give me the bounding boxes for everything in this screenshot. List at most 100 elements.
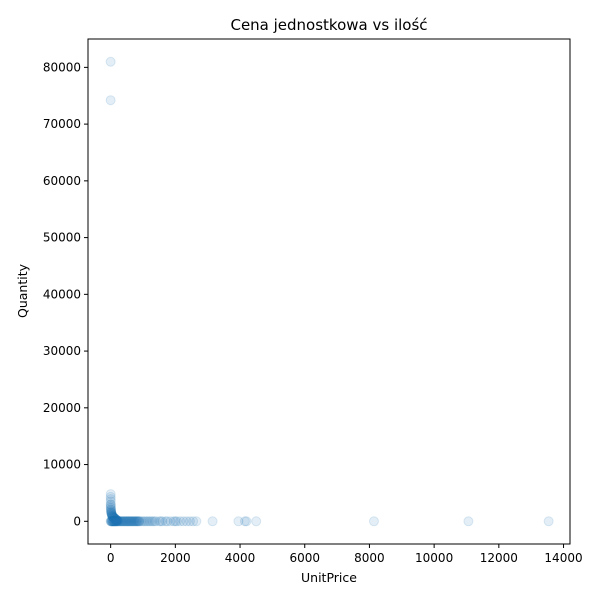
data-point [106, 516, 117, 527]
data-point [125, 516, 136, 527]
data-point [107, 511, 118, 522]
data-point [146, 516, 157, 527]
x-tick-label: 2000 [160, 551, 191, 565]
data-point [139, 516, 150, 527]
data-point [119, 516, 130, 527]
data-point [137, 516, 148, 527]
data-point [149, 516, 160, 527]
data-point [107, 510, 118, 521]
y-tick-label: 80000 [43, 60, 81, 74]
data-point [105, 502, 116, 513]
data-point [110, 516, 121, 527]
data-point [134, 516, 145, 527]
x-axis-ticks: 0 2000 4000 6000 8000 10000 12000 14000 [107, 544, 583, 565]
data-point [130, 516, 141, 527]
data-point [107, 511, 118, 522]
data-point [132, 516, 143, 527]
data-point [463, 516, 474, 527]
x-tick-label: 8000 [354, 551, 385, 565]
data-point [106, 506, 117, 517]
data-point [116, 516, 126, 527]
data-point [184, 516, 195, 527]
data-point [110, 513, 121, 524]
data-point [107, 516, 118, 527]
y-tick-label: 60000 [43, 174, 81, 188]
data-point [144, 516, 155, 527]
data-point [109, 516, 120, 527]
data-point [106, 508, 117, 519]
data-point [108, 512, 119, 523]
data-point [136, 516, 147, 527]
data-point [162, 516, 173, 527]
data-point [108, 512, 119, 523]
x-tick-label: 14000 [544, 551, 582, 565]
x-tick-label: 4000 [225, 551, 256, 565]
data-point [109, 516, 120, 527]
data-point [233, 516, 244, 527]
data-point [106, 516, 117, 527]
plot-frame [87, 38, 571, 545]
data-point [132, 516, 143, 527]
data-point [150, 516, 161, 527]
data-point [107, 511, 118, 522]
data-point [168, 516, 179, 527]
data-point [108, 516, 119, 527]
data-point [110, 514, 121, 525]
y-axis-label: Quantity [15, 263, 30, 318]
data-point [106, 509, 117, 520]
y-axis-ticks: 0 10000 20000 30000 40000 50000 60000 70000 8000… [43, 60, 88, 528]
data-point [108, 516, 119, 527]
data-point [112, 515, 123, 526]
data-point [121, 516, 132, 527]
x-tick-label: 12000 [480, 551, 518, 565]
data-point [105, 501, 116, 512]
data-point [105, 491, 116, 502]
data-point [191, 516, 202, 527]
y-tick-label: 20000 [43, 401, 81, 415]
data-point [105, 489, 116, 500]
y-tick-label: 40000 [43, 287, 81, 301]
data-point [105, 504, 116, 515]
data-point [107, 516, 118, 527]
x-tick-label: 6000 [289, 551, 320, 565]
data-point [119, 516, 130, 527]
data-point [126, 516, 137, 527]
data-point [128, 516, 139, 527]
data-point [114, 516, 125, 527]
y-tick-label: 10000 [43, 458, 81, 472]
data-points [105, 56, 554, 527]
data-point [105, 494, 116, 505]
data-point [123, 516, 134, 527]
data-point [105, 499, 116, 510]
data-point [181, 516, 192, 527]
data-point [125, 516, 136, 527]
data-point [142, 516, 153, 527]
data-point [141, 516, 152, 527]
data-point [154, 516, 165, 527]
data-point [178, 516, 189, 527]
data-point [117, 516, 128, 527]
data-point [107, 510, 118, 521]
data-point [105, 516, 116, 527]
data-point [120, 516, 131, 527]
data-point [110, 514, 121, 525]
data-point [105, 499, 116, 510]
data-point [114, 516, 125, 527]
data-point [111, 515, 122, 526]
data-point [170, 516, 181, 527]
data-point [109, 512, 120, 523]
data-point [105, 504, 116, 515]
data-point [105, 516, 116, 527]
y-tick-label: 70000 [43, 117, 81, 131]
data-point [116, 516, 127, 527]
data-point [241, 516, 252, 527]
data-point [106, 507, 117, 518]
data-point [106, 510, 117, 521]
data-point [112, 516, 123, 527]
data-point [109, 513, 120, 524]
data-point [157, 516, 168, 527]
data-point [239, 516, 250, 527]
data-point [112, 515, 123, 526]
chart-title: Cena jednostkowa vs ilość [230, 16, 427, 34]
